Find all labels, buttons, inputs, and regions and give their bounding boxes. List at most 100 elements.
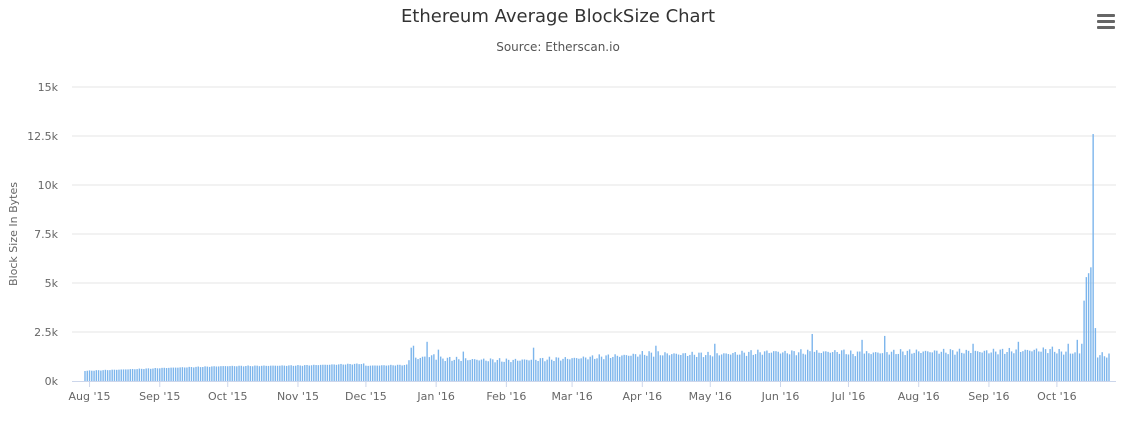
bar [134,369,136,381]
bar [809,351,811,381]
bar [324,364,326,381]
bar [206,366,209,381]
bar [102,370,104,381]
bar [992,348,995,381]
chart-title: Ethereum Average BlockSize Chart [400,6,716,27]
bar [478,360,480,381]
bar [967,350,970,381]
bar [639,354,641,381]
bar [684,353,687,381]
bar [1026,349,1029,381]
bar [777,351,779,381]
bar [251,366,254,381]
bar [641,351,644,381]
bar [399,364,401,381]
bar [254,365,256,381]
bar [156,368,159,381]
bar [879,353,881,381]
bar [965,349,967,381]
bar [795,355,798,381]
bar [258,366,261,381]
bar [698,352,700,381]
bar [859,351,861,381]
bar [285,365,288,381]
bar [492,359,494,381]
bar [616,355,619,381]
bar [609,358,612,381]
bar [1008,347,1011,381]
bar [204,366,206,381]
bar [331,364,333,381]
bar [338,364,340,381]
bar [483,358,485,381]
bar [161,367,163,381]
bar [562,358,564,381]
bar [301,365,304,381]
bar [1006,352,1008,381]
bar [177,367,179,381]
bar [376,365,378,381]
bar [138,368,141,381]
bar [1001,348,1004,381]
bar [523,359,526,381]
bar [985,350,988,381]
bar [360,364,363,381]
bar [328,364,331,381]
bar [476,359,478,381]
bar [512,359,514,381]
x-tick-label: Nov '15 [277,390,319,403]
bar [179,367,181,381]
bar [759,352,761,381]
bar [929,352,931,381]
bar [353,363,356,381]
bar [686,355,689,381]
bar [881,353,884,381]
bar [816,350,818,381]
bar [467,360,469,381]
bar [199,367,202,381]
hamburger-menu-icon[interactable] [1097,14,1115,30]
bar [539,358,542,381]
bar [190,367,193,381]
bar [605,355,607,381]
bar [782,352,784,381]
bar [804,354,807,381]
bar [553,361,555,381]
bar [908,349,911,381]
bar [836,351,838,381]
bar [834,350,836,381]
bar [831,352,834,381]
x-tick-label: Mar '16 [551,390,592,403]
bar [820,353,822,381]
bar [1051,346,1054,381]
bar [947,354,949,381]
bar [238,365,240,381]
bar [122,369,125,381]
x-tick-label: Aug '15 [69,390,111,403]
bar [342,364,344,381]
bar [886,352,888,381]
y-tick-label: 5k [45,277,59,290]
bar [147,368,150,381]
bar [591,355,594,381]
bar [136,369,138,381]
bar [911,353,913,381]
bar [1069,353,1072,381]
bar [426,341,428,381]
bar [127,369,129,381]
bar [918,351,920,381]
bar [847,354,850,381]
bar [682,353,684,381]
bar [1074,352,1076,381]
bar [1029,350,1031,381]
bar [150,368,152,381]
bar [748,351,750,381]
bar [378,365,381,381]
bar [229,366,231,381]
bar [954,354,956,381]
bar [888,354,890,381]
bar [358,364,360,381]
x-tick-label: Oct '16 [1037,390,1077,403]
bar [725,353,727,381]
bar [319,364,322,381]
